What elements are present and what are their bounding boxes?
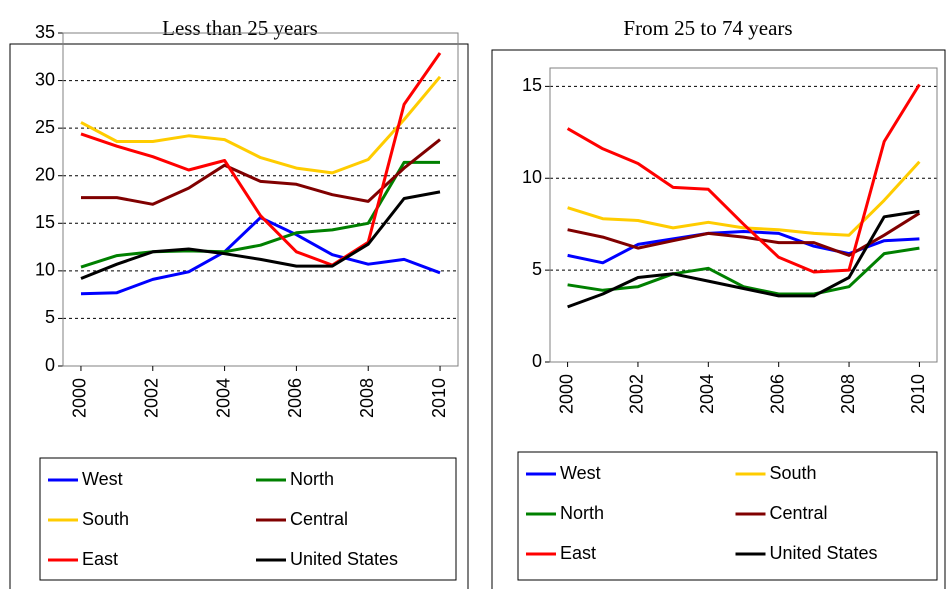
legend-box (517, 451, 938, 581)
y-tick-label: 10 (35, 260, 55, 280)
chart-title: Less than 25 years (162, 16, 318, 40)
legend-label: East (560, 543, 596, 563)
legend-label: West (82, 469, 123, 489)
panel-border (491, 49, 946, 589)
legend-label: West (560, 463, 601, 483)
series-line (80, 75, 442, 175)
legend-label: East (82, 549, 118, 569)
legend-label: South (82, 509, 129, 529)
legend-label: United States (770, 543, 878, 563)
plot-area (62, 32, 459, 367)
x-tick-label: 2004 (697, 374, 717, 414)
chart-title: From 25 to 74 years (623, 16, 792, 40)
series-line (567, 209, 920, 309)
series-line (80, 52, 442, 267)
series-line (80, 190, 441, 280)
series-line (567, 211, 921, 257)
legend-label: United States (290, 549, 398, 569)
legend-label: North (560, 503, 604, 523)
legend-box (39, 457, 457, 581)
y-tick-label: 5 (45, 307, 55, 327)
y-tick-label: 20 (35, 164, 55, 184)
legend-label: North (290, 469, 334, 489)
legend-label: Central (290, 509, 348, 529)
legend-label: South (770, 463, 817, 483)
x-tick-label: 2002 (627, 374, 647, 414)
series-line (567, 246, 920, 296)
y-tick-label: 15 (522, 75, 542, 95)
y-tick-label: 35 (35, 22, 55, 42)
x-tick-label: 2002 (142, 378, 162, 418)
series-line (81, 138, 441, 206)
panel-border (9, 43, 469, 589)
legend-label: Central (770, 503, 828, 523)
series-line (80, 216, 441, 296)
x-tick-label: 2008 (357, 378, 377, 418)
y-tick-label: 0 (45, 355, 55, 375)
x-tick-label: 2006 (285, 378, 305, 418)
x-tick-label: 2008 (838, 374, 858, 414)
series-line (80, 160, 440, 269)
y-tick-label: 10 (522, 167, 542, 187)
x-tick-label: 2004 (213, 378, 233, 418)
plot-area (549, 67, 938, 363)
x-tick-label: 2000 (70, 378, 90, 418)
y-tick-label: 30 (35, 69, 55, 89)
x-tick-label: 2010 (429, 378, 449, 418)
y-tick-label: 25 (35, 117, 55, 137)
y-tick-label: 15 (35, 212, 55, 232)
x-tick-label: 2010 (908, 374, 928, 414)
y-tick-label: 5 (532, 259, 542, 279)
series-line (566, 83, 921, 274)
x-tick-label: 2000 (556, 374, 576, 414)
y-tick-label: 0 (532, 351, 542, 371)
x-tick-label: 2006 (767, 374, 787, 414)
